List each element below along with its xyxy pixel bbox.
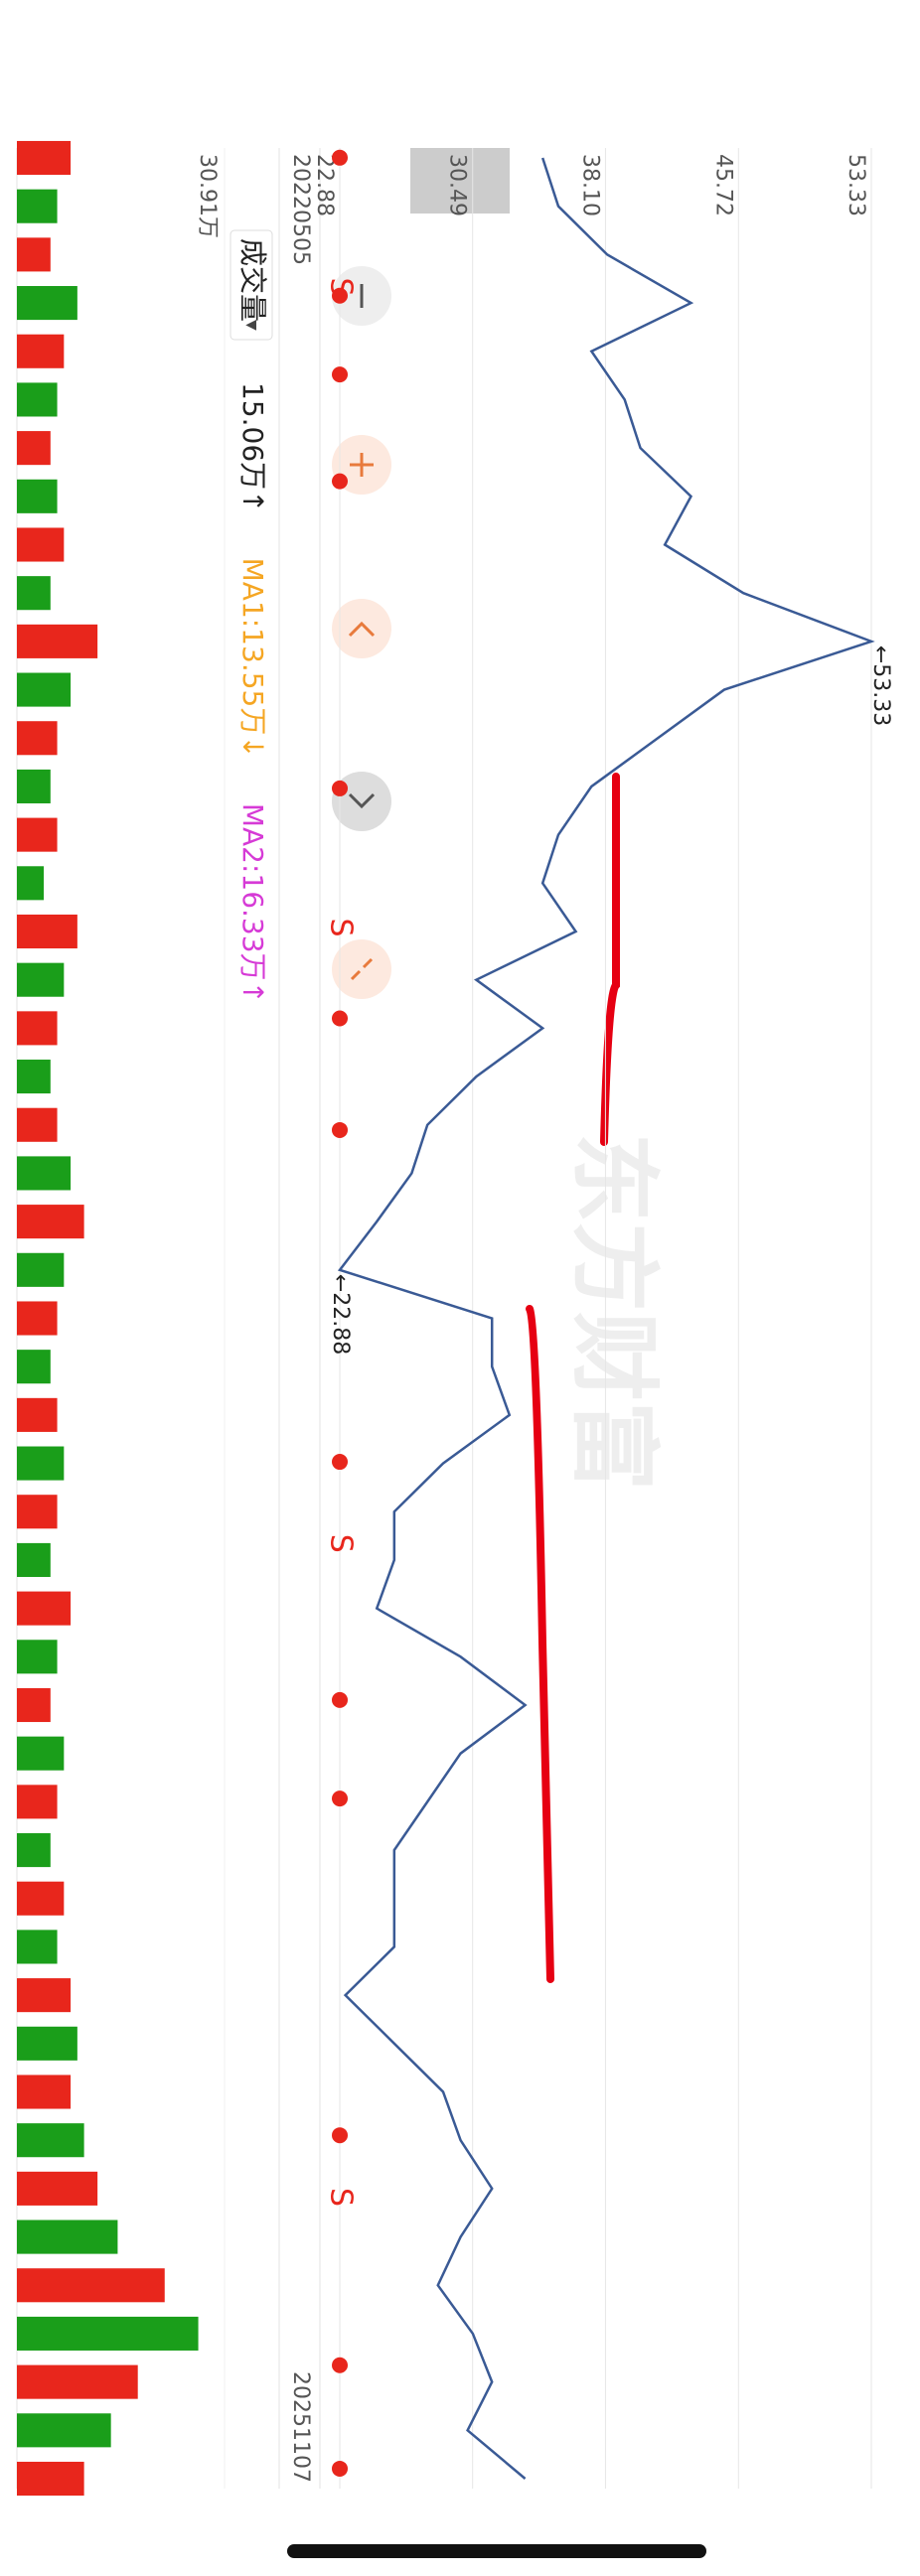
signal-dot — [332, 1454, 348, 1471]
signal-label: S — [324, 2188, 359, 2207]
volume-bar — [17, 382, 58, 417]
min-annotation: ←22.88 — [328, 1274, 353, 1355]
volume-bar — [17, 1591, 72, 1626]
volume-bar — [17, 1640, 58, 1674]
signal-label: S — [324, 919, 359, 937]
icon — [350, 957, 374, 981]
volume-selector[interactable] — [230, 229, 273, 341]
y-tick-label: 30.49 — [445, 154, 470, 216]
volume-bar — [16, 2219, 118, 2254]
volume-bar — [17, 2364, 138, 2399]
home-indicator — [287, 2544, 706, 2558]
volume-bar — [16, 1446, 65, 1481]
volume-bar — [16, 576, 51, 611]
rotated-chart: 东方财富 成交量 ▼ 22.88 30.49 38.10 45.72 53.33 2022… — [0, 140, 920, 2497]
volume-bar — [16, 2026, 77, 2061]
y-tick-label: 45.72 — [710, 154, 735, 216]
tool-buttons — [332, 266, 391, 999]
signal-dot — [332, 780, 348, 796]
y-tick-label: 22.88 — [312, 154, 337, 216]
volume-bar — [17, 2075, 72, 2109]
volume-bar — [17, 672, 72, 707]
signal-dot — [332, 366, 348, 383]
x-tick-label: 20220505 — [288, 154, 313, 265]
volume-bar — [17, 2268, 165, 2303]
volume-bar — [17, 1785, 58, 1819]
volume-bar — [17, 1397, 58, 1432]
volume-bar — [16, 334, 65, 368]
volume-bar — [16, 1060, 51, 1094]
signal-dot — [332, 1010, 348, 1027]
volume-bar — [16, 769, 51, 803]
volume-bar — [16, 286, 77, 321]
volume-bar — [17, 479, 58, 513]
volume-bar — [16, 1350, 51, 1384]
volume-bar — [17, 1156, 72, 1191]
volume-bar — [16, 431, 51, 466]
volume-bar — [16, 1736, 65, 1771]
volume-bar — [17, 624, 98, 658]
volume-bar — [17, 817, 58, 852]
volume-stat: MA1:13.55万↓ — [236, 558, 269, 759]
volume-bar — [17, 1301, 58, 1336]
y-tick-label: 30.91万 — [195, 154, 220, 238]
y-tick-label: 38.10 — [577, 154, 602, 216]
signal-dot — [332, 1121, 348, 1138]
chart-background — [0, 148, 920, 2489]
volume-bar — [16, 962, 65, 997]
icon — [348, 792, 376, 809]
volume-title[interactable]: 成交量 — [236, 238, 269, 322]
volume-bar — [17, 1205, 84, 1239]
volume-bar — [17, 1011, 58, 1046]
volume-bar — [16, 2316, 199, 2351]
signal-dot — [332, 1691, 348, 1708]
icon — [348, 621, 376, 638]
signal-label: S — [324, 277, 359, 296]
volume-bar — [17, 2123, 84, 2158]
signal-dot — [332, 1790, 348, 1807]
volume-bar — [17, 1107, 58, 1142]
signal-dot — [332, 2460, 348, 2477]
shrink-button[interactable] — [332, 939, 391, 999]
hand-drawn-line — [526, 1305, 554, 1983]
x-tick-label: 20251107 — [288, 2371, 313, 2483]
max-annotation: ←53.33 — [868, 645, 893, 726]
volume-bar — [17, 140, 72, 176]
y-tick-label: 53.33 — [843, 154, 868, 216]
volume-bar — [17, 2171, 98, 2206]
signal-dot — [332, 473, 348, 490]
left-button[interactable] — [332, 599, 391, 658]
volume-bar — [17, 1930, 58, 1964]
signal-dot — [332, 2127, 348, 2144]
volume-bar — [16, 1881, 65, 1916]
volume-bar — [16, 1833, 51, 1868]
volume-bar — [16, 527, 65, 562]
volume-bar — [17, 866, 45, 901]
volume-bar — [16, 914, 77, 949]
volume-stat: MA2:16.33万↑ — [236, 803, 269, 1004]
volume-bar — [17, 2413, 111, 2448]
volume-bar — [17, 1978, 72, 2013]
signal-dot — [332, 149, 348, 166]
signal-dot — [332, 287, 348, 304]
selection-box — [410, 148, 510, 214]
icon — [350, 453, 374, 477]
volume-bar — [16, 1542, 51, 1577]
volume-bar — [17, 189, 58, 223]
price-line — [337, 157, 875, 2480]
signal-dot — [332, 2357, 348, 2373]
dropdown-arrow[interactable]: ▼ — [243, 320, 259, 331]
volume-bar — [17, 2461, 84, 2497]
volume-stat: 15.06万↑ — [236, 382, 269, 513]
volume-bar — [16, 1252, 65, 1287]
volume-bar — [16, 237, 51, 272]
volume-bar — [16, 1687, 51, 1723]
volume-bar — [17, 721, 58, 756]
signal-label: S — [324, 1534, 359, 1553]
volume-bar — [17, 1495, 58, 1529]
watermark: 东方财富 — [561, 1133, 666, 1491]
